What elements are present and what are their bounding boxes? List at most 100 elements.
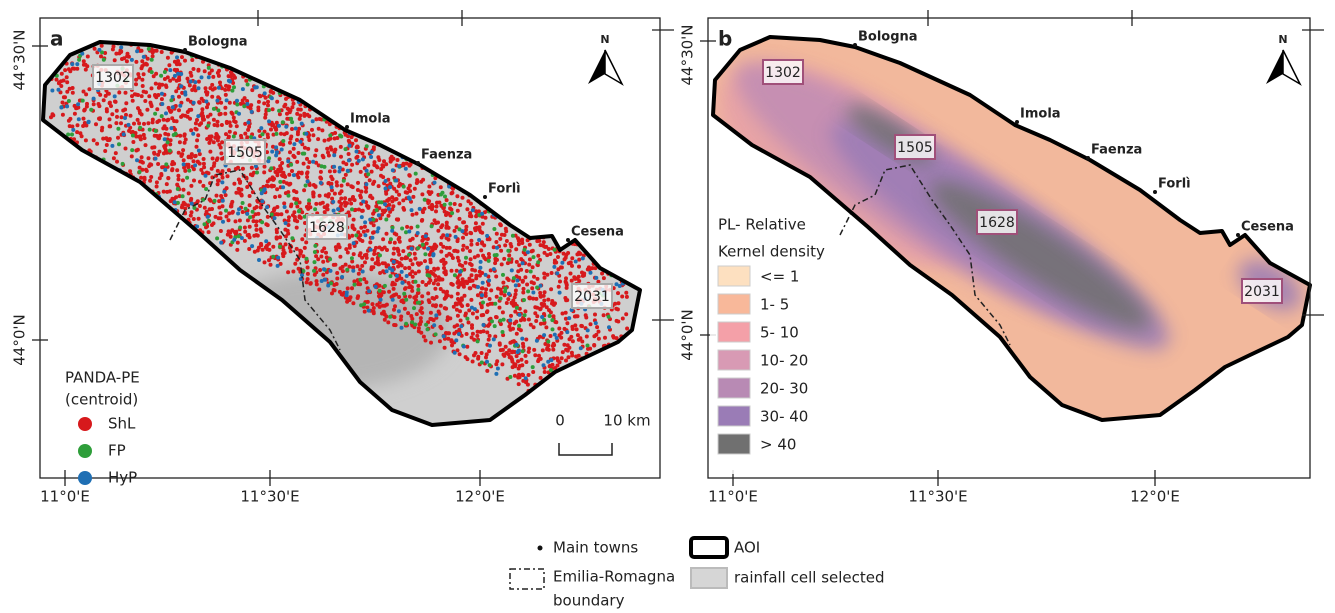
landslide-point <box>363 225 367 229</box>
landslide-point <box>331 200 335 204</box>
landslide-point <box>238 219 242 223</box>
landslide-point <box>197 80 201 84</box>
landslide-point <box>340 275 344 279</box>
landslide-point <box>170 167 174 171</box>
landslide-point <box>499 297 503 301</box>
landslide-point <box>413 323 417 327</box>
landslide-point <box>278 194 282 198</box>
landslide-point <box>570 354 574 358</box>
landslide-point <box>319 255 323 259</box>
panel-label: b <box>718 27 732 51</box>
landslide-point <box>216 108 220 112</box>
landslide-point <box>527 263 531 267</box>
town-point <box>1015 120 1019 124</box>
landslide-point <box>338 134 342 138</box>
landslide-point <box>405 162 409 166</box>
landslide-point <box>219 211 223 215</box>
landslide-point <box>192 217 196 221</box>
landslide-point <box>356 145 360 149</box>
landslide-point <box>281 120 285 124</box>
landslide-point <box>100 126 104 130</box>
landslide-point <box>140 113 144 117</box>
landslide-point <box>542 272 546 276</box>
landslide-point <box>471 312 475 316</box>
north-arrow <box>1266 50 1283 84</box>
landslide-point <box>183 93 187 97</box>
landslide-point <box>337 200 341 204</box>
landslide-point <box>411 262 415 266</box>
landslide-point <box>409 226 413 230</box>
landslide-point <box>517 242 521 246</box>
landslide-point <box>258 94 262 98</box>
landslide-point <box>387 203 391 207</box>
landslide-point <box>306 207 310 211</box>
landslide-point <box>318 194 322 198</box>
landslide-point <box>402 185 406 189</box>
landslide-point <box>385 232 389 236</box>
landslide-point <box>549 287 553 291</box>
landslide-point <box>346 169 350 173</box>
landslide-point <box>230 89 234 93</box>
landslide-point <box>114 121 118 125</box>
landslide-point <box>285 181 289 185</box>
landslide-point <box>520 337 524 341</box>
landslide-point <box>406 311 410 315</box>
landslide-point <box>329 269 333 273</box>
landslide-point <box>529 270 533 274</box>
landslide-point <box>342 179 346 183</box>
landslide-point <box>542 333 546 337</box>
landslide-point <box>330 291 334 295</box>
landslide-point <box>594 321 598 325</box>
landslide-point <box>542 363 546 367</box>
landslide-point <box>515 354 519 358</box>
landslide-point <box>207 230 211 234</box>
landslide-point <box>476 254 480 258</box>
landslide-point <box>163 137 167 141</box>
landslide-point <box>388 315 392 319</box>
landslide-point <box>81 99 85 103</box>
longitude-label: 12°0'E <box>455 488 505 506</box>
landslide-point <box>196 114 200 118</box>
landslide-point <box>392 187 396 191</box>
landslide-point <box>381 237 385 241</box>
landslide-point <box>493 261 497 265</box>
landslide-point <box>147 47 151 51</box>
landslide-point <box>427 185 431 189</box>
landslide-point <box>549 310 553 314</box>
landslide-point <box>426 327 430 331</box>
landslide-point <box>328 169 332 173</box>
landslide-point <box>200 75 204 79</box>
landslide-point <box>499 249 503 253</box>
landslide-point <box>235 99 239 103</box>
landslide-point <box>450 269 454 273</box>
landslide-point <box>168 149 172 153</box>
landslide-point <box>322 267 326 271</box>
landslide-point <box>305 280 309 284</box>
landslide-point <box>76 102 80 106</box>
landslide-point <box>255 220 259 224</box>
landslide-point <box>475 334 479 338</box>
landslide-point <box>461 248 465 252</box>
landslide-point <box>264 112 268 116</box>
landslide-point <box>325 147 329 151</box>
landslide-point <box>480 305 484 309</box>
landslide-point <box>189 80 193 84</box>
landslide-point <box>136 148 140 152</box>
landslide-point <box>442 262 446 266</box>
landslide-point <box>274 153 278 157</box>
landslide-point <box>363 233 367 237</box>
landslide-point <box>465 357 469 361</box>
landslide-point <box>275 132 279 136</box>
landslide-point <box>536 260 540 264</box>
landslide-point <box>166 176 170 180</box>
cell-label: 1505 <box>897 140 933 156</box>
landslide-point <box>326 284 330 288</box>
landslide-point <box>193 80 197 84</box>
north-label: N <box>1278 33 1287 46</box>
landslide-point <box>154 129 158 133</box>
landslide-point <box>181 178 185 182</box>
landslide-point <box>570 256 574 260</box>
landslide-point <box>338 255 342 259</box>
landslide-point <box>436 282 440 286</box>
landslide-point <box>357 272 361 276</box>
